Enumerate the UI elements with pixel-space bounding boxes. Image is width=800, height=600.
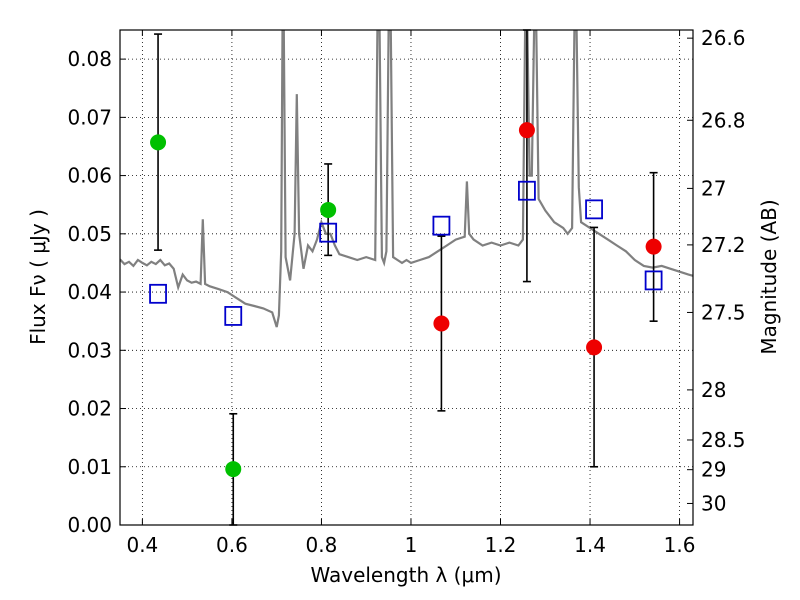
right-tick-label: 30 — [701, 491, 726, 515]
model-point — [518, 180, 536, 201]
data-point — [150, 134, 167, 151]
data-point — [518, 122, 535, 139]
data-point — [433, 315, 450, 332]
data-point — [645, 238, 662, 255]
right-tick-label: 28.5 — [701, 428, 746, 452]
y-axis-label: Flux Fν ( μJy ) — [26, 209, 50, 345]
right-axis-ticks: 26.6 26.8 27 27.2 27.5 28 28.5 29 30 — [687, 26, 746, 515]
right-tick-label: 27 — [701, 176, 726, 200]
right-tick-label: 28 — [701, 378, 726, 402]
spectrum-line — [120, 30, 693, 328]
x-axis-label: Wavelength λ (μm) — [310, 563, 501, 587]
y-tick-label: 0.06 — [67, 164, 112, 188]
plot-background — [120, 30, 693, 525]
model-point — [432, 215, 451, 236]
y-tick-label: 0.00 — [67, 513, 112, 537]
right-tick-label: 26.6 — [701, 26, 746, 50]
y-tick-label: 0.07 — [67, 105, 112, 129]
y-tick-label: 0.04 — [67, 280, 112, 304]
x-axis-ticks: 0.4 0.6 0.8 1 1.2 1.4 1.6 — [126, 30, 695, 557]
data-point — [320, 201, 337, 218]
x-tick-label: 1 — [405, 533, 418, 557]
right-tick-label: 27.5 — [701, 300, 746, 324]
model-point — [585, 199, 603, 220]
x-tick-label: 1.6 — [664, 533, 696, 557]
model-point — [319, 222, 338, 243]
x-tick-label: 1.4 — [574, 533, 606, 557]
y-tick-label: 0.01 — [67, 455, 112, 479]
plot-frame — [119, 29, 694, 526]
data-point — [586, 339, 603, 356]
x-tick-label: 1.2 — [485, 533, 517, 557]
grid-lines — [120, 30, 693, 525]
model-point — [224, 306, 243, 326]
y-tick-label: 0.05 — [67, 222, 112, 246]
right-axis-label: Magnitude (AB) — [757, 199, 781, 354]
spectrum-layer — [120, 30, 693, 328]
right-tick-label: 29 — [701, 458, 726, 482]
y-axis-ticks: 0.00 0.01 0.02 0.03 0.04 0.05 0.06 0.07 0.08 — [67, 47, 126, 537]
x-tick-label: 0.4 — [126, 533, 158, 557]
model-point — [644, 270, 663, 291]
data-point — [225, 461, 242, 478]
y-tick-label: 0.02 — [67, 397, 112, 421]
markers-layer — [149, 122, 663, 478]
y-tick-label: 0.03 — [67, 338, 112, 362]
right-tick-label: 27.2 — [701, 233, 746, 257]
right-tick-label: 26.8 — [701, 108, 746, 132]
x-tick-label: 0.6 — [216, 533, 248, 557]
y-tick-label: 0.08 — [67, 47, 112, 71]
model-point — [149, 283, 167, 304]
x-tick-label: 0.8 — [306, 533, 338, 557]
